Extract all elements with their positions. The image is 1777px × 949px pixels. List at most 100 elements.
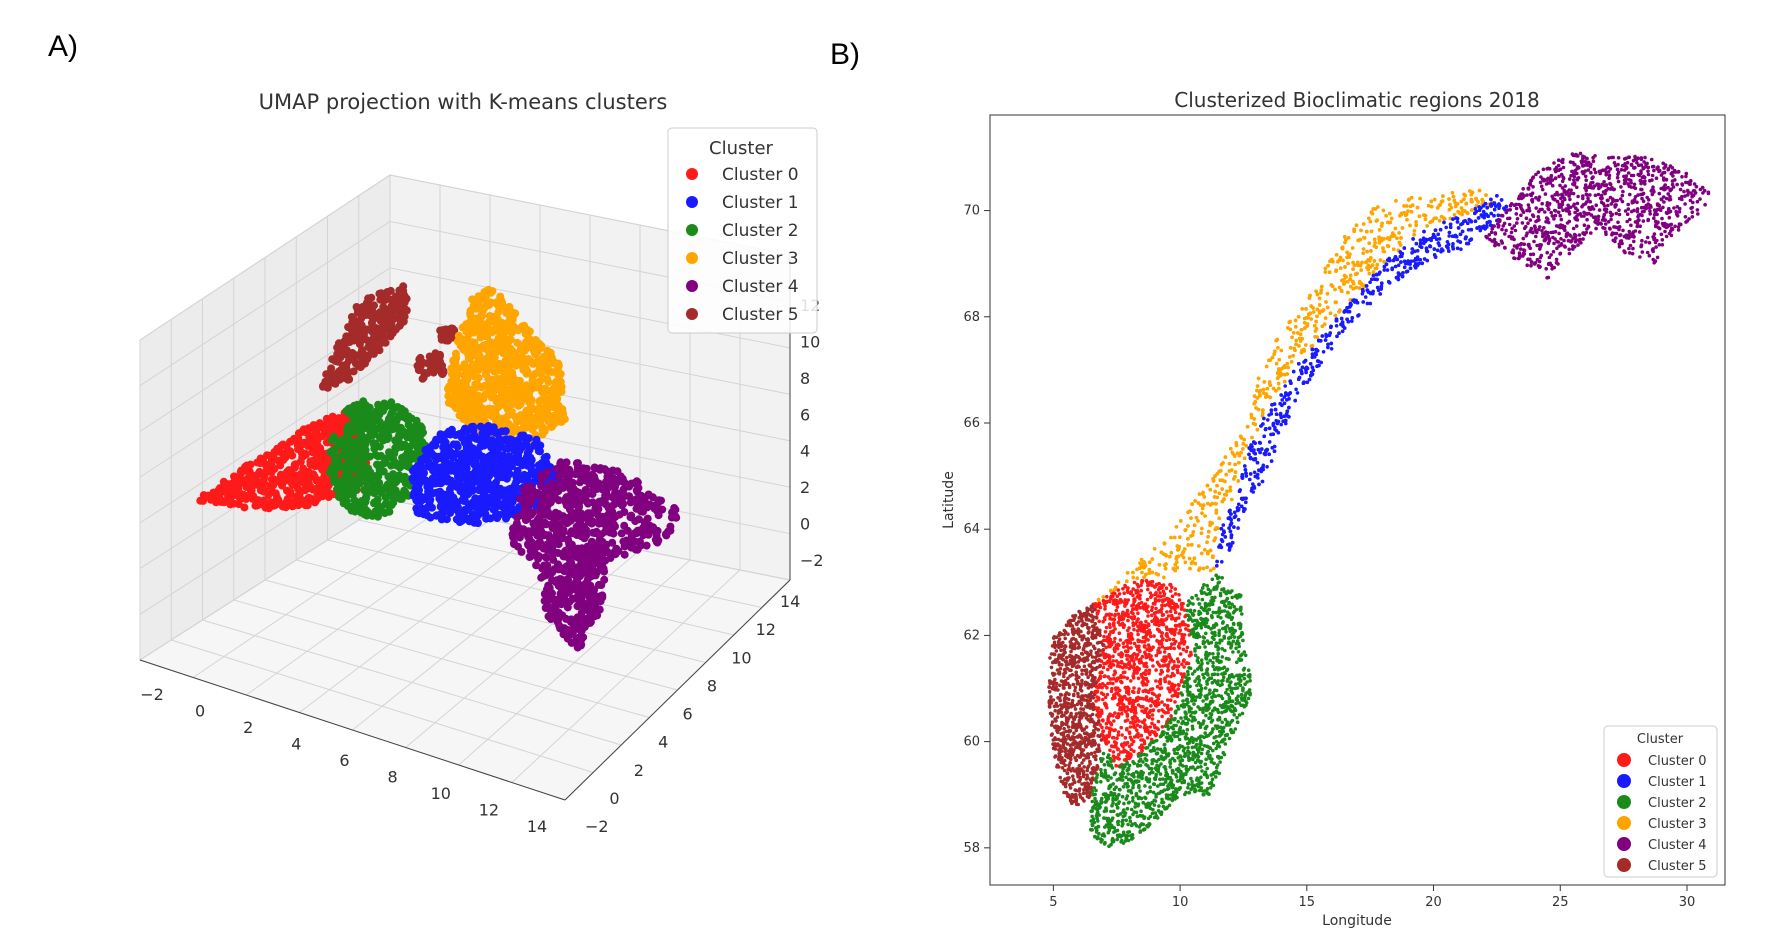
map-point-cluster-5 — [1075, 769, 1080, 774]
point-cluster-2 — [334, 484, 342, 492]
point-cluster-4 — [565, 540, 574, 548]
map-point-cluster-5 — [1070, 630, 1075, 634]
point-cluster-0 — [240, 476, 249, 485]
map-point-cluster-0 — [1109, 689, 1114, 693]
point-cluster-3 — [541, 354, 550, 363]
map-point-cluster-5 — [1058, 775, 1062, 780]
map-point-cluster-5 — [1082, 781, 1087, 786]
point-cluster-0 — [264, 491, 273, 500]
point-cluster-5 — [423, 359, 432, 368]
map-point-cluster-0 — [1181, 659, 1186, 663]
point-cluster-2 — [391, 436, 400, 445]
map-point-cluster-5 — [1082, 664, 1087, 669]
map-point-cluster-5 — [1091, 628, 1096, 633]
map-point-cluster-5 — [1059, 732, 1063, 736]
x-tick-label: 2 — [243, 718, 253, 737]
point-cluster-3 — [513, 355, 522, 364]
x-tick-label: −2 — [140, 685, 164, 704]
point-cluster-2 — [343, 430, 352, 439]
map-point-cluster-5 — [1091, 729, 1096, 733]
point-cluster-4 — [586, 475, 595, 484]
point-cluster-2 — [365, 417, 373, 426]
map-point-cluster-5 — [1064, 667, 1068, 671]
z-tick-label: 2 — [800, 478, 810, 497]
point-cluster-2 — [373, 512, 382, 521]
map-point-cluster-5 — [1059, 703, 1063, 707]
point-cluster-5 — [342, 360, 351, 369]
map-point-cluster-5 — [1084, 670, 1089, 675]
map-point-cluster-0 — [1101, 697, 1105, 702]
map-point-cluster-0 — [1114, 608, 1119, 613]
map-point-cluster-0 — [1126, 618, 1130, 623]
point-cluster-3 — [453, 392, 462, 401]
x-tick-label: 6 — [339, 751, 349, 770]
point-cluster-5 — [415, 362, 424, 371]
map-point-cluster-5 — [1070, 725, 1075, 729]
map-point-cluster-0 — [1173, 700, 1177, 704]
point-cluster-3 — [463, 335, 472, 344]
map-point-cluster-5 — [1067, 685, 1072, 690]
point-cluster-0 — [223, 480, 231, 488]
map-point-cluster-5 — [1097, 648, 1101, 652]
legend-a-marker — [686, 168, 698, 180]
map-point-cluster-5 — [1076, 774, 1080, 779]
point-cluster-0 — [253, 480, 262, 489]
map-point-cluster-0 — [1111, 659, 1116, 663]
map-point-cluster-5 — [1074, 670, 1078, 675]
point-cluster-4 — [549, 539, 558, 548]
point-cluster-5 — [370, 331, 379, 340]
map-point-cluster-5 — [1080, 796, 1085, 801]
legend-a-marker — [686, 308, 698, 320]
point-cluster-3 — [479, 323, 488, 332]
point-cluster-5 — [349, 314, 358, 323]
map-point-cluster-0 — [1131, 676, 1136, 680]
map-point-cluster-5 — [1049, 665, 1054, 670]
map-point-cluster-0 — [1114, 763, 1118, 768]
point-cluster-2 — [399, 453, 408, 462]
map-point-cluster-0 — [1134, 671, 1138, 675]
map-point-cluster-5 — [1079, 724, 1083, 728]
map-point-cluster-5 — [1082, 765, 1086, 769]
map-point-cluster-0 — [1165, 610, 1169, 614]
point-cluster-0 — [246, 489, 255, 498]
map-point-cluster-5 — [1077, 789, 1081, 793]
point-cluster-4 — [565, 505, 574, 514]
map-point-cluster-5 — [1088, 762, 1092, 766]
map-point-cluster-5 — [1076, 660, 1081, 664]
map-point-cluster-5 — [1095, 641, 1100, 645]
point-cluster-4 — [559, 512, 567, 521]
point-cluster-4 — [524, 497, 533, 506]
point-cluster-4 — [541, 520, 550, 529]
point-cluster-1 — [447, 476, 456, 485]
point-cluster-4 — [585, 583, 594, 592]
point-cluster-4 — [657, 496, 665, 505]
point-cluster-3 — [491, 416, 500, 425]
map-point-cluster-5 — [1081, 635, 1086, 640]
point-cluster-3 — [521, 330, 530, 339]
point-cluster-4 — [522, 505, 531, 514]
point-cluster-3 — [473, 380, 482, 389]
map-point-cluster-0 — [1146, 610, 1150, 614]
point-cluster-1 — [417, 492, 425, 501]
point-cluster-2 — [374, 472, 383, 481]
point-cluster-5 — [420, 369, 429, 377]
map-point-cluster-0 — [1152, 611, 1157, 616]
map-point-cluster-5 — [1072, 780, 1077, 784]
point-cluster-1 — [409, 491, 418, 500]
point-cluster-5 — [349, 367, 358, 376]
map-point-cluster-0 — [1168, 609, 1173, 614]
map-point-cluster-5 — [1085, 766, 1090, 770]
point-cluster-2 — [392, 461, 401, 470]
map-point-cluster-0 — [1120, 733, 1124, 737]
point-cluster-3 — [530, 338, 539, 346]
point-cluster-3 — [523, 416, 532, 425]
map-point-cluster-5 — [1063, 670, 1068, 675]
map-point-cluster-0 — [1164, 638, 1169, 643]
map-point-cluster-5 — [1067, 697, 1071, 702]
map-point-cluster-5 — [1065, 720, 1069, 724]
map-point-cluster-5 — [1090, 682, 1094, 687]
map-point-cluster-5 — [1057, 751, 1061, 756]
map-point-cluster-5 — [1068, 653, 1072, 658]
